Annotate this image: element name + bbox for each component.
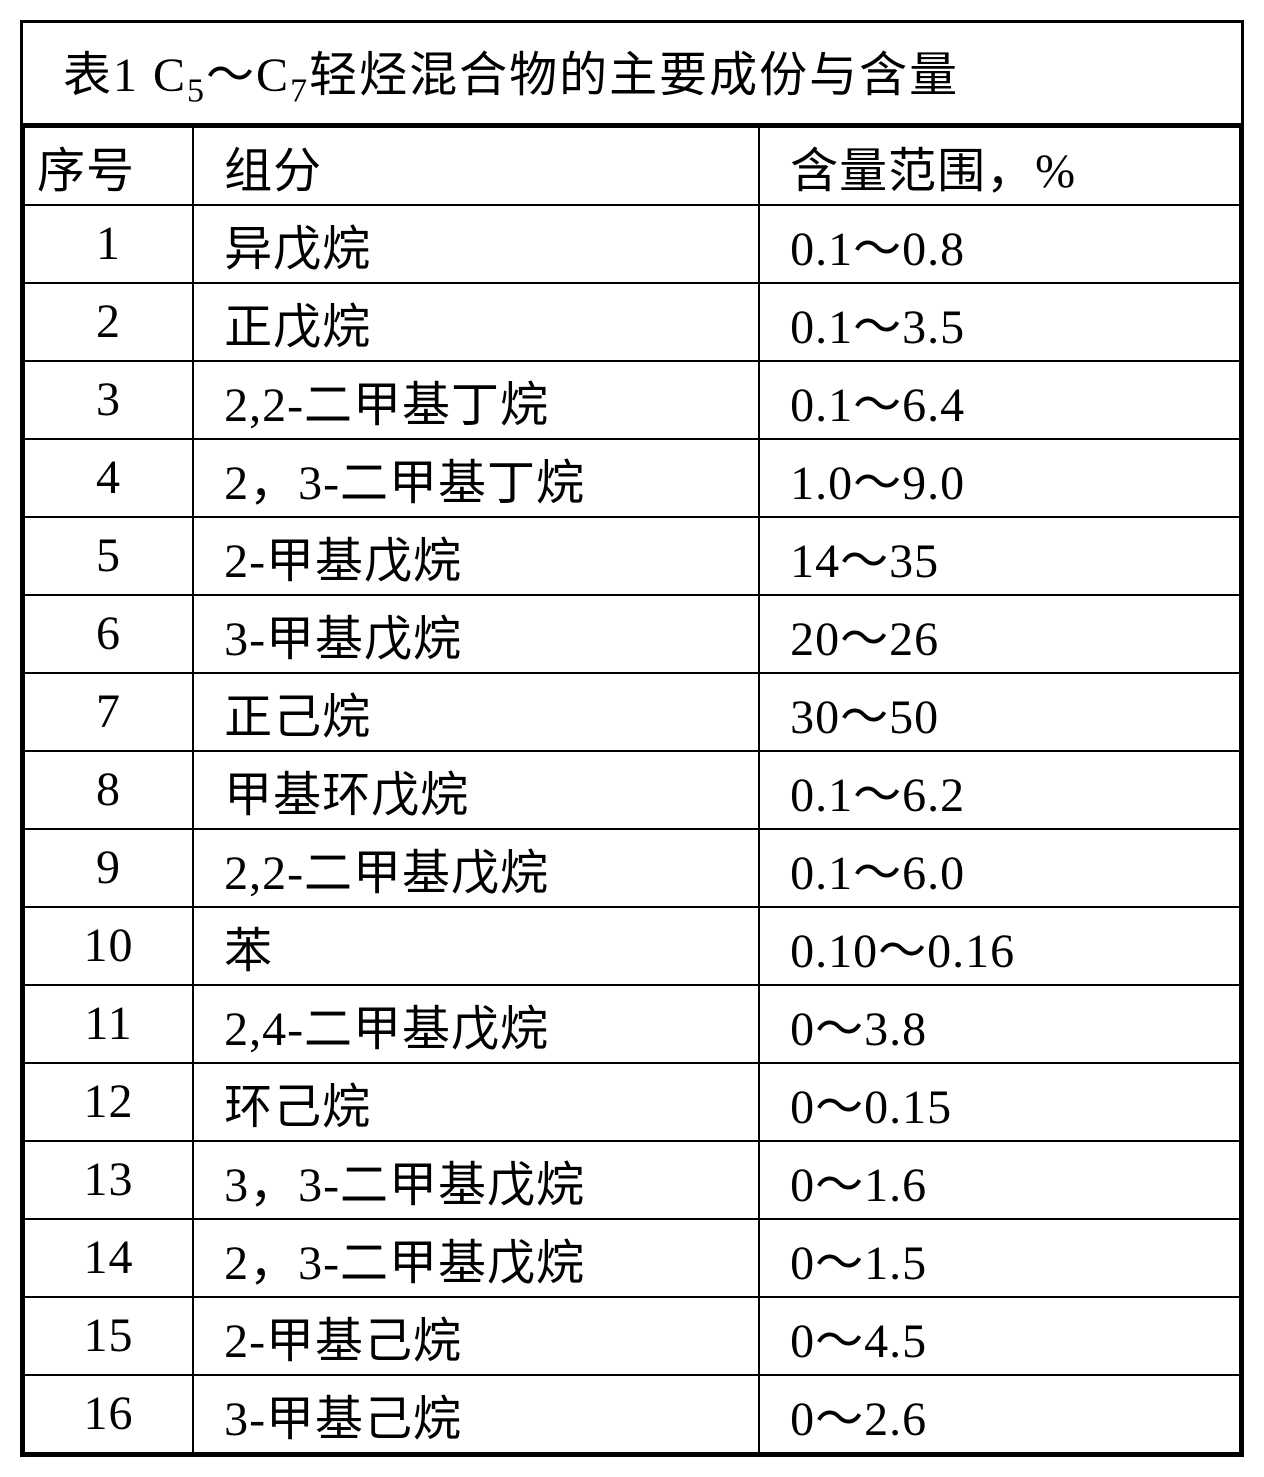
cell-seq: 14 xyxy=(24,1219,193,1297)
table-row: 2正戊烷0.1～3.5 xyxy=(24,283,1240,361)
table-row: 7正己烷30～50 xyxy=(24,673,1240,751)
title-sub2: 7 xyxy=(290,73,309,110)
cell-component: 2，3-二甲基戊烷 xyxy=(193,1219,759,1297)
cell-seq: 8 xyxy=(24,751,193,829)
cell-seq: 7 xyxy=(24,673,193,751)
table-row: 52-甲基戊烷14～35 xyxy=(24,517,1240,595)
cell-range: 20～26 xyxy=(759,595,1240,673)
cell-seq: 5 xyxy=(24,517,193,595)
cell-range: 0～1.6 xyxy=(759,1141,1240,1219)
cell-range: 0～0.15 xyxy=(759,1063,1240,1141)
cell-component: 2,4-二甲基戊烷 xyxy=(193,985,759,1063)
table-row: 10苯0.10～0.16 xyxy=(24,907,1240,985)
cell-range: 1.0～9.0 xyxy=(759,439,1240,517)
cell-seq: 12 xyxy=(24,1063,193,1141)
cell-component: 环己烷 xyxy=(193,1063,759,1141)
title-mid: ～C xyxy=(206,49,290,102)
cell-component: 2-甲基己烷 xyxy=(193,1297,759,1375)
cell-range: 0.1～6.0 xyxy=(759,829,1240,907)
cell-range: 14～35 xyxy=(759,517,1240,595)
table-body: 1异戊烷0.1～0.82正戊烷0.1～3.532,2-二甲基丁烷0.1～6.44… xyxy=(24,205,1240,1453)
table-row: 8甲基环戊烷0.1～6.2 xyxy=(24,751,1240,829)
header-row: 序号 组分 含量范围，% xyxy=(24,127,1240,205)
table-row: 63-甲基戊烷20～26 xyxy=(24,595,1240,673)
cell-seq: 11 xyxy=(24,985,193,1063)
cell-component: 苯 xyxy=(193,907,759,985)
cell-component: 2,2-二甲基戊烷 xyxy=(193,829,759,907)
cell-component: 2,2-二甲基丁烷 xyxy=(193,361,759,439)
title-sub1: 5 xyxy=(187,73,206,110)
cell-range: 30～50 xyxy=(759,673,1240,751)
table-row: 42，3-二甲基丁烷1.0～9.0 xyxy=(24,439,1240,517)
cell-component: 异戊烷 xyxy=(193,205,759,283)
data-table: 序号 组分 含量范围，% 1异戊烷0.1～0.82正戊烷0.1～3.532,2-… xyxy=(23,126,1241,1454)
table-row: 152-甲基己烷0～4.5 xyxy=(24,1297,1240,1375)
cell-component: 2-甲基戊烷 xyxy=(193,517,759,595)
cell-range: 0.1～0.8 xyxy=(759,205,1240,283)
cell-component: 正戊烷 xyxy=(193,283,759,361)
cell-component: 3-甲基己烷 xyxy=(193,1375,759,1453)
cell-range: 0.1～3.5 xyxy=(759,283,1240,361)
table-row: 133，3-二甲基戊烷0～1.6 xyxy=(24,1141,1240,1219)
cell-component: 2，3-二甲基丁烷 xyxy=(193,439,759,517)
cell-seq: 10 xyxy=(24,907,193,985)
cell-range: 0～4.5 xyxy=(759,1297,1240,1375)
cell-component: 3，3-二甲基戊烷 xyxy=(193,1141,759,1219)
table-row: 92,2-二甲基戊烷0.1～6.0 xyxy=(24,829,1240,907)
cell-component: 正己烷 xyxy=(193,673,759,751)
cell-seq: 9 xyxy=(24,829,193,907)
table-row: 12环己烷0～0.15 xyxy=(24,1063,1240,1141)
table-row: 1异戊烷0.1～0.8 xyxy=(24,205,1240,283)
table-row: 163-甲基己烷0～2.6 xyxy=(24,1375,1240,1453)
composition-table: 表1 C5～C7轻烃混合物的主要成份与含量 序号 组分 含量范围，% 1异戊烷0… xyxy=(20,20,1244,1457)
table-title: 表1 C5～C7轻烃混合物的主要成份与含量 xyxy=(23,23,1241,126)
cell-seq: 6 xyxy=(24,595,193,673)
cell-seq: 13 xyxy=(24,1141,193,1219)
table-row: 32,2-二甲基丁烷0.1～6.4 xyxy=(24,361,1240,439)
cell-seq: 3 xyxy=(24,361,193,439)
cell-seq: 15 xyxy=(24,1297,193,1375)
cell-component: 3-甲基戊烷 xyxy=(193,595,759,673)
cell-range: 0.10～0.16 xyxy=(759,907,1240,985)
title-prefix: 表1 C xyxy=(63,49,187,102)
cell-range: 0.1～6.4 xyxy=(759,361,1240,439)
cell-range: 0～1.5 xyxy=(759,1219,1240,1297)
cell-seq: 2 xyxy=(24,283,193,361)
cell-seq: 4 xyxy=(24,439,193,517)
table-row: 112,4-二甲基戊烷0～3.8 xyxy=(24,985,1240,1063)
header-component: 组分 xyxy=(193,127,759,205)
cell-range: 0.1～6.2 xyxy=(759,751,1240,829)
title-suffix: 轻烃混合物的主要成份与含量 xyxy=(309,49,959,102)
cell-range: 0～3.8 xyxy=(759,985,1240,1063)
table-row: 142，3-二甲基戊烷0～1.5 xyxy=(24,1219,1240,1297)
cell-seq: 1 xyxy=(24,205,193,283)
cell-component: 甲基环戊烷 xyxy=(193,751,759,829)
cell-range: 0～2.6 xyxy=(759,1375,1240,1453)
header-seq: 序号 xyxy=(24,127,193,205)
header-range: 含量范围，% xyxy=(759,127,1240,205)
cell-seq: 16 xyxy=(24,1375,193,1453)
